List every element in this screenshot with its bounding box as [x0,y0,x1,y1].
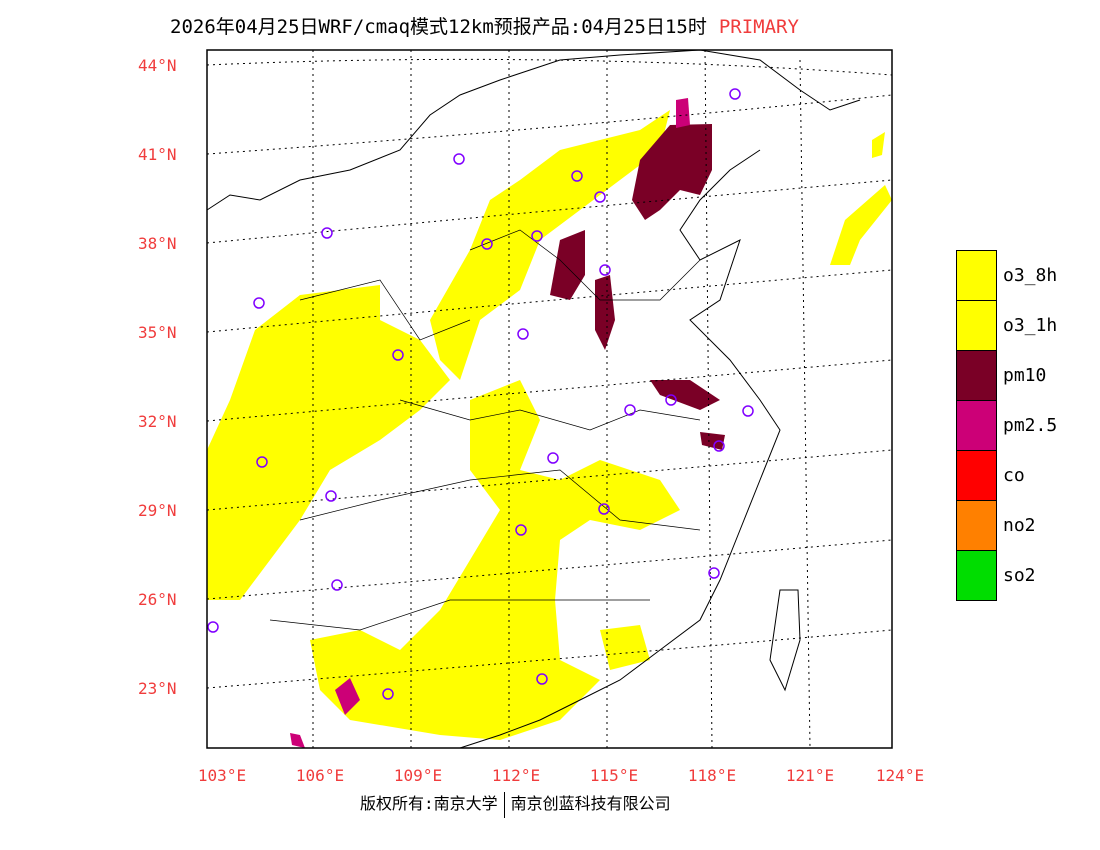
station-marker [742,405,754,417]
station-marker [594,191,606,203]
station-marker [598,503,610,515]
station-marker [547,452,559,464]
station-marker [256,456,268,468]
footer-left: 版权所有:南京大学 [360,794,498,813]
o3-region-ne [872,132,885,158]
station-marker [331,579,343,591]
station-marker [599,264,611,276]
lat-label: 35°N [138,323,177,342]
o3-region-north [430,110,670,380]
footer-right: 南京创蓝科技有限公司 [510,794,671,813]
monitoring-stations [207,88,754,700]
station-marker [382,688,394,700]
province-lines [269,229,701,631]
legend-item: no2 [956,499,1057,551]
station-marker [325,490,337,502]
station-marker [253,297,265,309]
pm10-region-beijing [632,124,712,220]
station-marker [515,524,527,536]
station-marker [665,394,677,406]
title-mode: PRIMARY [718,16,799,38]
map-title: 2026年04月25日WRF/cmaq模式12km预报产品:04月25日15时 P… [170,12,799,39]
title-text: 2026年04月25日WRF/cmaq模式12km预报产品:04月25日15时 [170,16,707,38]
station-marker [708,567,720,579]
station-marker [571,170,583,182]
footer-divider [503,791,505,818]
lat-label: 23°N [138,679,177,698]
pm10-region-anhui [650,380,720,410]
lat-label: 44°N [138,56,177,75]
station-marker [517,328,529,340]
legend-swatch [956,299,997,351]
legend-label: o3_8h [1003,264,1058,286]
legend-item: o3_1h [956,299,1058,351]
lon-label: 112°E [491,766,541,785]
boundary-lines [206,49,861,749]
station-marker [207,621,219,633]
legend-label: pm2.5 [1003,414,1058,436]
lon-label: 106°E [295,766,345,785]
o3-region-korea [830,185,892,265]
copyright-footer: 版权所有:南京大学 南京创蓝科技有限公司 [360,790,671,818]
station-marker [453,153,465,165]
legend-swatch [956,249,997,301]
lat-label: 26°N [138,590,177,609]
lat-label: 29°N [138,501,177,520]
pm25-region-south [335,678,360,715]
taiwan-outline [769,589,801,692]
o3-region-southwest [207,285,450,600]
legend-item: co [956,449,1057,501]
legend-swatch [956,449,997,501]
o3-region-east [600,625,650,670]
lon-label: 124°E [875,766,925,785]
legend-swatch [956,349,997,401]
station-marker [481,238,493,250]
legend-item: so2 [956,549,1057,601]
legend-label: o3_1h [1003,314,1058,336]
station-marker [624,404,636,416]
legend-item: o3_8h [956,249,1058,301]
o3-region-central [310,380,680,740]
legend-swatch [956,499,997,551]
pm10-region-shandong [595,275,615,350]
legend-swatch [956,549,997,601]
lat-label: 41°N [138,145,177,164]
pollutant-fields [207,98,892,748]
legend-swatch [956,399,997,451]
legend-label: co [1003,464,1025,486]
lon-label: 115°E [589,766,639,785]
lon-label: 109°E [393,766,443,785]
national-border [206,49,861,211]
lon-label: 118°E [687,766,737,785]
pm25-region-border [290,733,305,748]
legend-label: no2 [1003,514,1036,536]
pm10-region-hebei [550,230,585,300]
lon-label: 121°E [785,766,835,785]
station-marker [321,227,333,239]
station-marker [536,673,548,685]
pm25-region-north [676,98,690,128]
legend-item: pm2.5 [956,399,1058,451]
graticule [206,49,893,749]
station-marker [729,88,741,100]
coastline [459,149,781,749]
lat-label: 38°N [138,234,177,253]
station-marker [713,440,725,452]
legend-label: so2 [1003,564,1036,586]
lon-label: 103°E [197,766,247,785]
legend-item: pm10 [956,349,1057,401]
station-marker [531,230,543,242]
lat-label: 32°N [138,412,177,431]
pm10-region-shanghai [700,432,725,450]
legend-label: pm10 [1003,364,1047,386]
map-frame [206,49,893,749]
station-marker [392,349,404,361]
legend: o3_8h o3_1h pm10 pm2.5 co no2 so2 [956,249,1058,601]
